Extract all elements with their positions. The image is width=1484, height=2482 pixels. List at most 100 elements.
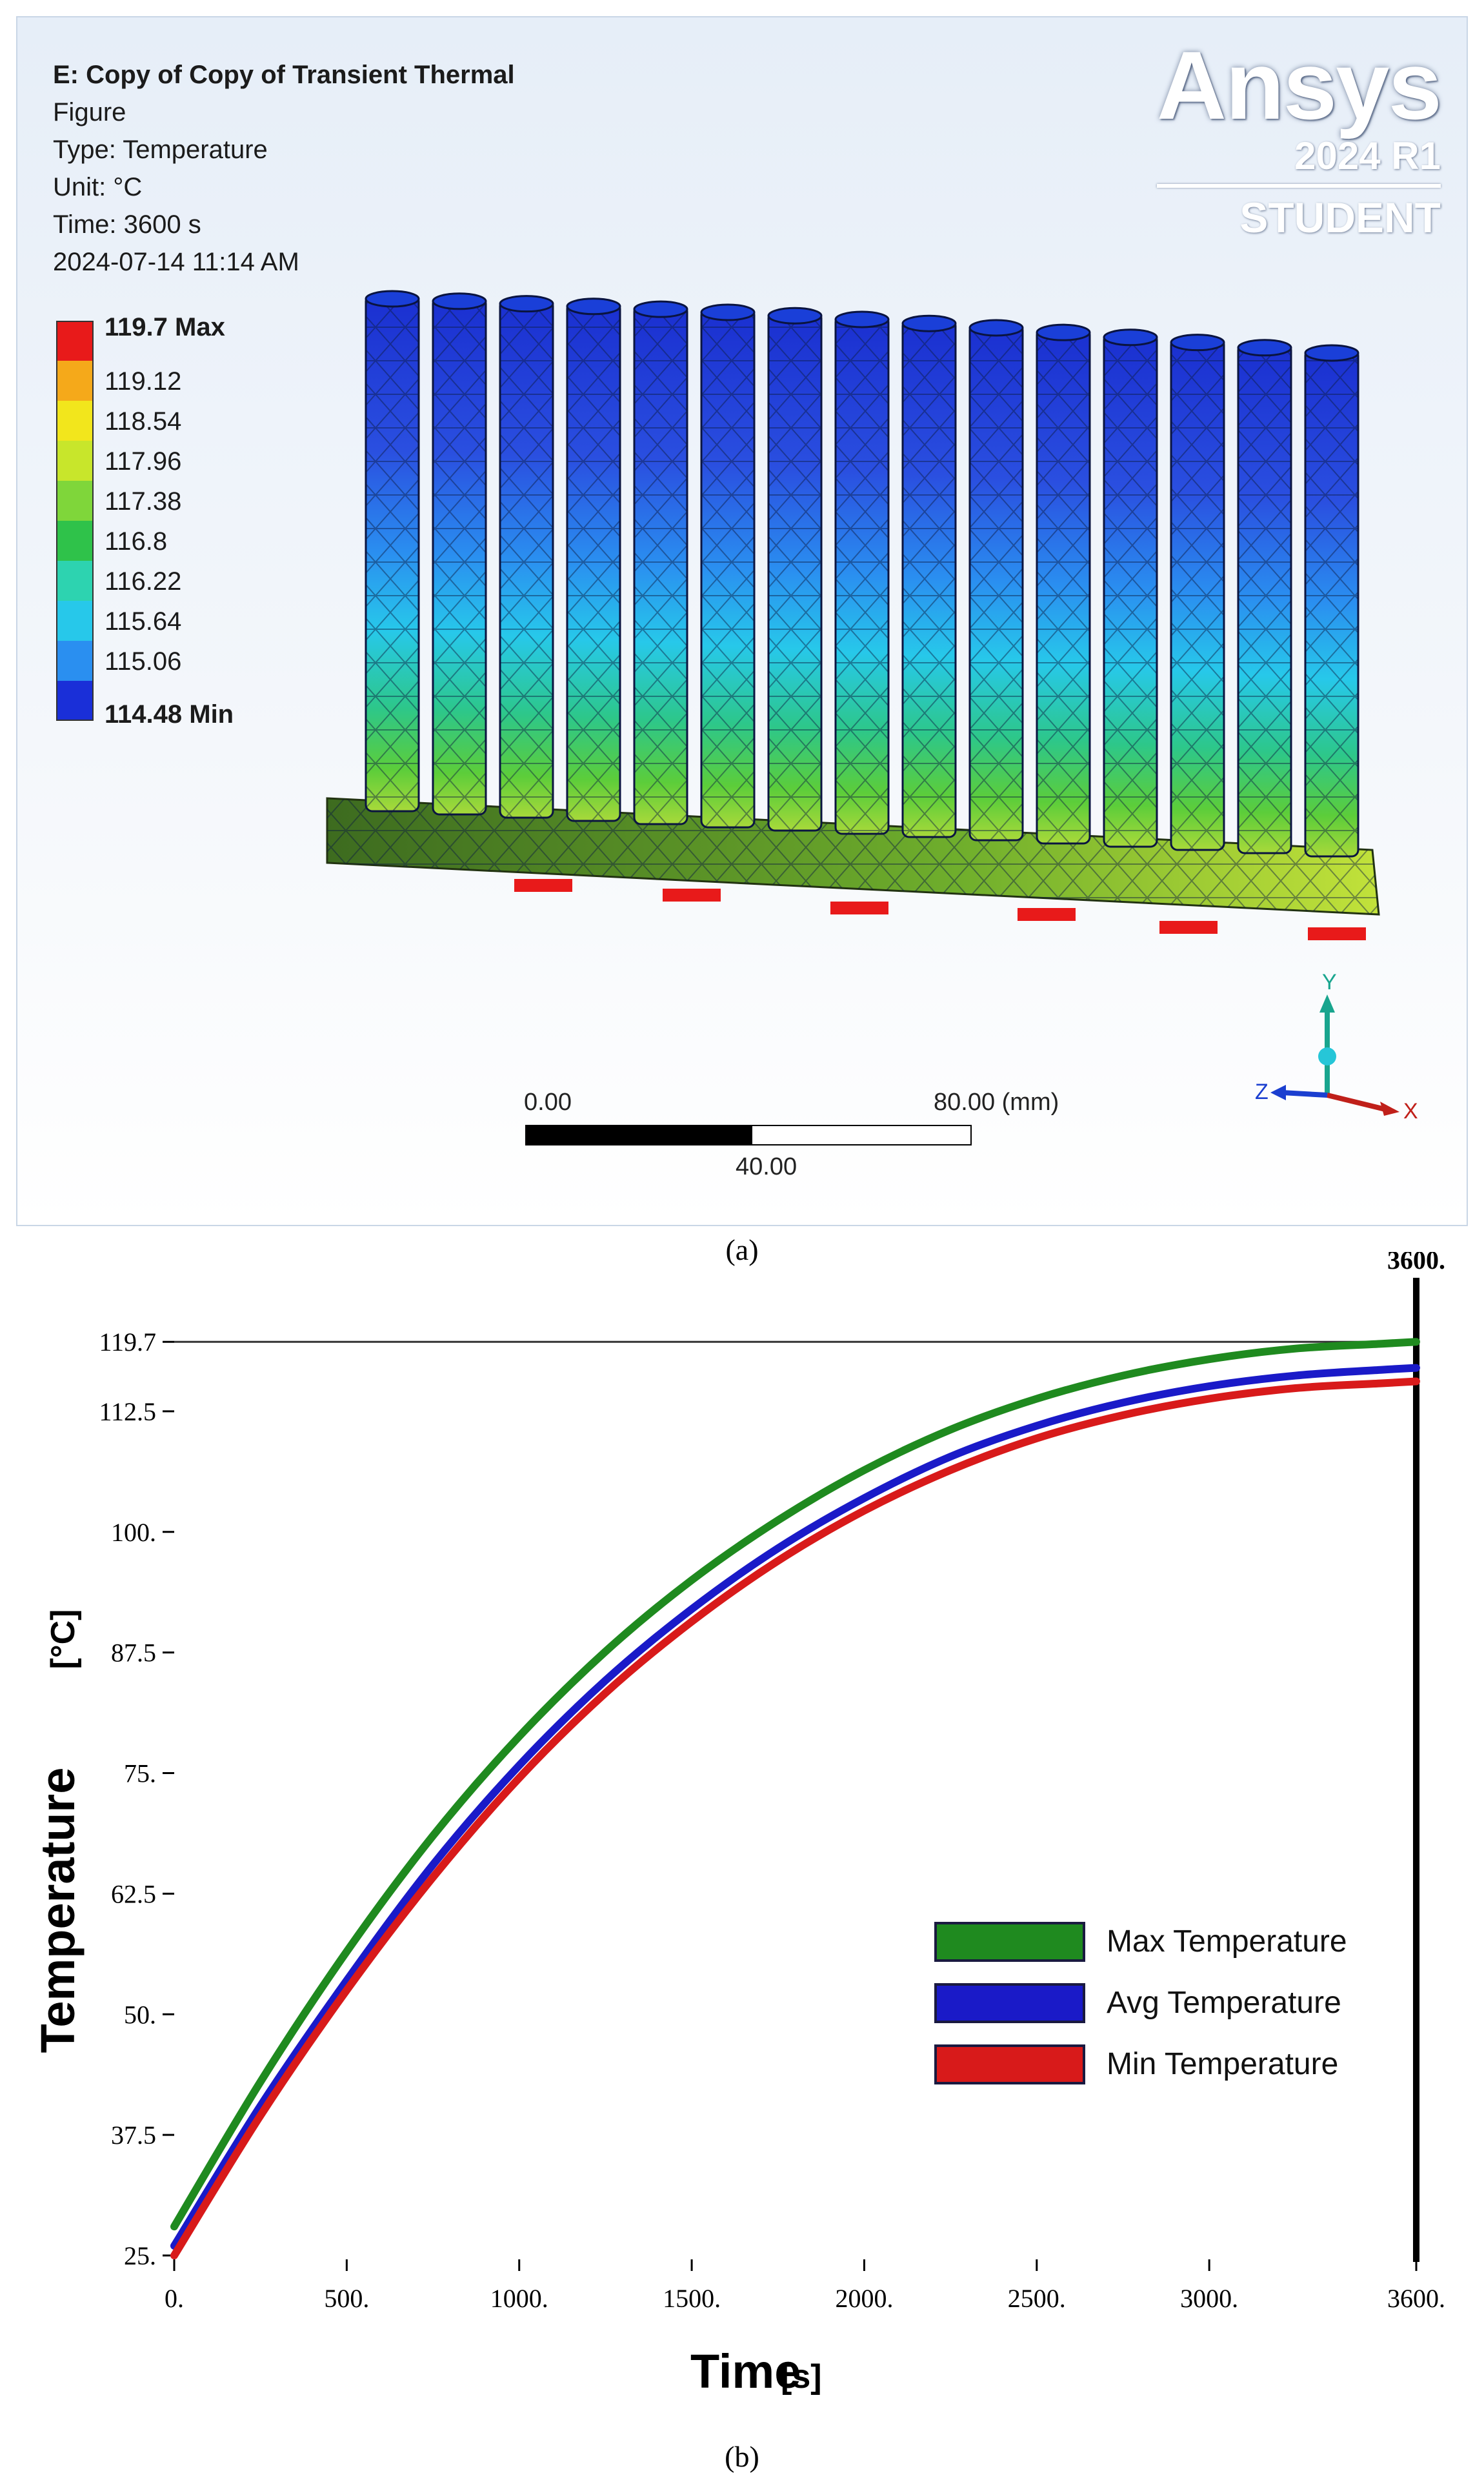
ansys-logo-brand: Ansys: [1156, 31, 1442, 139]
legend-swatch: [934, 1922, 1085, 1962]
color-scale-swatch: [56, 481, 94, 521]
color-scale-swatch: [56, 401, 94, 441]
heat-sink-fin-top: [968, 319, 1024, 337]
y-axis-unit: [°C]: [45, 1609, 82, 1670]
ansys-logo: Ansys 2024 R1 STUDENT: [1156, 31, 1442, 241]
y-axis-title: Temperature: [31, 1768, 85, 2053]
heat-sink-fin-top: [700, 303, 756, 321]
scale-bar: 0.00 80.00 (mm) 40.00: [524, 1089, 1059, 1186]
color-scale-label: 116.22: [105, 567, 182, 596]
legend-swatch: [934, 2044, 1085, 2084]
hot-contact-pad: [663, 889, 721, 902]
result-title: E: Copy of Copy of Transient Thermal: [53, 61, 515, 89]
heat-sink-fin-mesh: [634, 305, 687, 824]
result-figure-label: Figure: [53, 98, 126, 126]
heat-sink-fin-top: [432, 292, 487, 310]
heat-sink-fin-top: [365, 290, 420, 308]
y-tick-label: 25.: [124, 2241, 156, 2270]
heat-sink-fin-mesh: [500, 299, 553, 818]
color-scale-label: 117.96: [105, 447, 182, 476]
ansys-logo-version: 2024 R1: [1294, 134, 1441, 177]
hot-contact-pad: [1159, 921, 1218, 934]
heat-sink-fin-top: [1103, 328, 1158, 347]
heat-sink-fin-mesh: [1104, 333, 1157, 847]
series-line-max-temperature: [170, 1338, 1420, 2231]
x-tick-label: 1000.: [490, 2284, 548, 2313]
x-tick-label: 3600.: [1387, 2284, 1445, 2313]
ansys-logo-edition: STUDENT: [1239, 194, 1441, 241]
heat-sink-fin-mesh: [768, 312, 821, 831]
color-scale-swatch: [56, 561, 94, 601]
x-axis-line: [1327, 1093, 1386, 1112]
heat-sink-fin-top: [499, 295, 554, 313]
y-tick-label: 112.5: [99, 1397, 156, 1426]
result-info-block: E: Copy of Copy of Transient Thermal Fig…: [53, 56, 515, 281]
heat-sink-fin-mesh: [1171, 338, 1224, 850]
y-tick-label: 87.5: [111, 1639, 156, 1668]
z-axis-label: Z: [1255, 1080, 1268, 1104]
heat-sink-fin-mesh: [903, 319, 956, 837]
heat-sink-fin-mesh: [366, 295, 419, 811]
heat-sink-fin-mesh: [836, 316, 888, 834]
caption-b: (b): [725, 2440, 759, 2473]
color-scale-label: 116.8: [105, 527, 168, 556]
heat-sink-fin-mesh: [1037, 328, 1090, 843]
heat-sink-fin-top: [1237, 339, 1292, 357]
legend-label: Max Temperature: [1107, 1924, 1347, 1959]
legend-label: Avg Temperature: [1107, 1986, 1341, 2020]
color-scale-swatch: [56, 361, 94, 401]
temperature-time-chart: 25. 37.5 50. 62.5 75. 87.5 100. 112.5 119.7 0. 500…: [31, 1252, 1445, 2398]
heat-sink-fin-mesh: [1305, 349, 1358, 856]
series-line-avg-temperature: [170, 1364, 1420, 2250]
time-marker-label: 3600.: [1387, 1252, 1445, 1275]
ansys-result-viewport: E: Copy of Copy of Transient Thermal Fig…: [16, 16, 1468, 1226]
heat-sink-fin-top: [834, 310, 890, 328]
x-tick-label: 2000.: [835, 2284, 893, 2313]
hot-contact-pad: [1018, 908, 1076, 921]
color-scale-label: 117.38: [105, 487, 182, 516]
color-scale-swatch: [56, 601, 94, 641]
heat-sink-fin-mesh: [433, 297, 486, 814]
heat-sink-fin-top: [633, 300, 688, 318]
scale-bar-dark-segment: [525, 1125, 751, 1145]
heat-sink-base-mesh: [327, 798, 1379, 914]
heat-sink-fin-mesh: [970, 323, 1023, 840]
heat-sink-fin-top: [1170, 334, 1225, 352]
chart-legend: Max Temperature Avg Temperature Min Temper…: [934, 1922, 1347, 2084]
hot-contact-pad: [830, 902, 888, 914]
scale-bar-right-label: 80.00 (mm): [934, 1089, 1059, 1116]
color-scale-swatch: [56, 641, 94, 681]
x-tick-label: 3000.: [1180, 2284, 1238, 2313]
heat-sink-fin-top: [901, 314, 957, 332]
y-axis-label: Y: [1322, 970, 1337, 994]
series-line-min-temperature: [170, 1377, 1420, 2259]
legend-label: Min Temperature: [1107, 2047, 1338, 2081]
color-scale-swatch: [56, 321, 94, 361]
result-unit: Unit: °C: [53, 173, 143, 201]
heat-sink-fin-mesh: [567, 302, 620, 821]
result-time: Time: 3600 s: [53, 210, 201, 239]
x-axis-arrow-icon: [1380, 1102, 1399, 1116]
color-scale-label: 119.12: [105, 367, 182, 396]
x-tick-label: 500.: [324, 2284, 369, 2313]
scale-bar-light-segment: [751, 1125, 972, 1145]
scale-bar-mid-label: 40.00: [736, 1153, 797, 1180]
heat-sink-fin-mesh: [701, 308, 754, 827]
heat-sink-fin-top: [1036, 323, 1091, 341]
y-tick-label: 100.: [111, 1518, 156, 1547]
color-scale-label: 114.48 Min: [105, 700, 234, 729]
y-tick-label: 62.5: [111, 1879, 156, 1908]
x-tick-label: 1500.: [663, 2284, 721, 2313]
color-scale-swatch: [56, 681, 94, 721]
heat-sink-fin-top: [566, 298, 621, 316]
heat-sink-fin-top: [1304, 344, 1359, 362]
triad-ball-icon: [1318, 1047, 1336, 1065]
z-axis-arrow-icon: [1270, 1085, 1286, 1100]
color-scale-label: 115.64: [105, 607, 182, 636]
result-date: 2024-07-14 11:14 AM: [53, 248, 299, 276]
legend-swatch: [934, 1983, 1085, 2023]
caption-a: (a): [725, 1233, 759, 1266]
x-axis-label: X: [1403, 1099, 1418, 1124]
x-axis-title: Time: [690, 2345, 801, 2398]
color-scale-label: 119.7 Max: [105, 313, 225, 341]
